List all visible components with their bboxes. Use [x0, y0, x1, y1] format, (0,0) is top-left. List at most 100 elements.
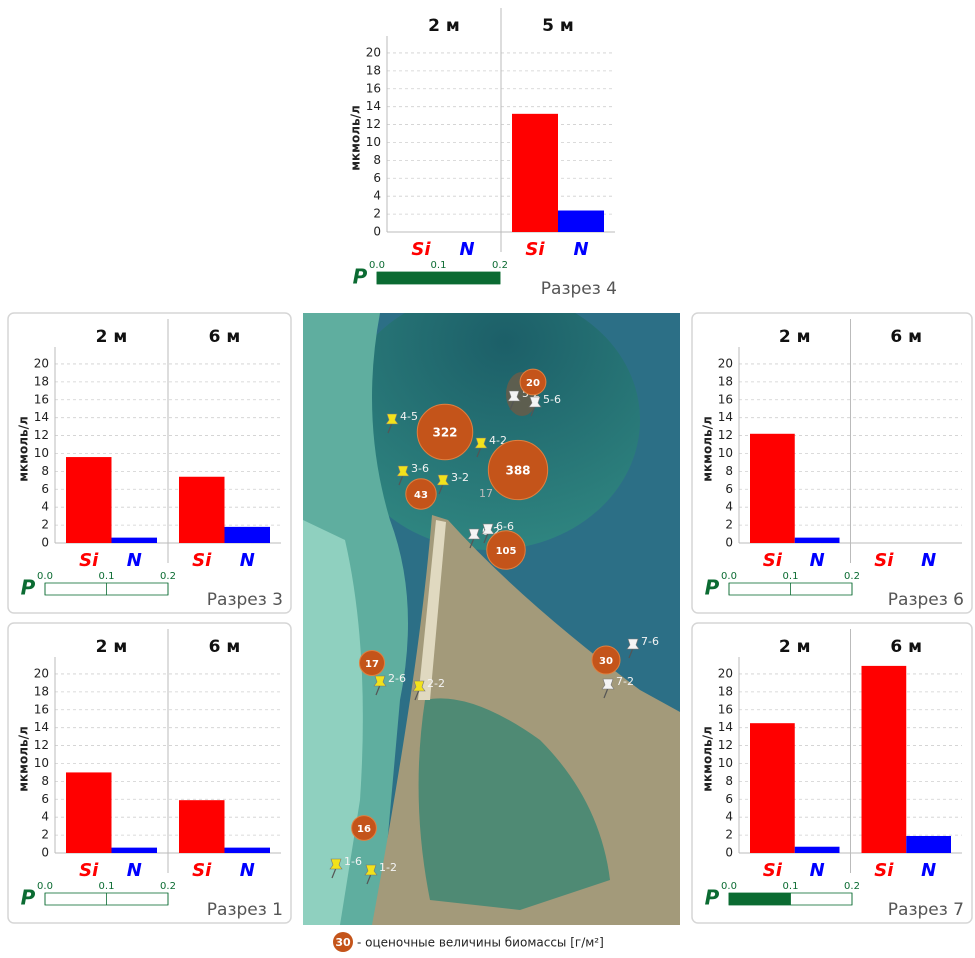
series-label: Si — [411, 239, 431, 260]
group-label: 2 м — [96, 637, 128, 657]
bar — [795, 538, 840, 543]
biomass-label: 105 — [496, 546, 517, 557]
p-bar — [729, 893, 791, 905]
y-tick-label: 14 — [34, 410, 49, 424]
y-tick-label: 20 — [34, 666, 49, 680]
y-tick-label: 8 — [725, 464, 733, 478]
bar — [750, 723, 795, 853]
legend-value: 30 — [335, 936, 351, 949]
station-label: 7-6 — [641, 635, 659, 648]
p-bar — [377, 272, 500, 284]
series-label: N — [921, 550, 936, 571]
series-label: Si — [192, 550, 212, 571]
station-label: 7-2 — [616, 675, 634, 688]
series-label: Si — [874, 550, 894, 571]
y-tick-label: 10 — [34, 756, 49, 770]
station-label: 2-2 — [427, 677, 445, 690]
y-tick-label: 8 — [41, 464, 49, 478]
note-label: 17 — [479, 487, 493, 500]
series-label: N — [459, 239, 474, 260]
series-label: N — [127, 550, 142, 571]
y-axis-label: мкмоль/л — [349, 105, 363, 171]
y-tick-label: 14 — [718, 720, 733, 734]
series-label: Si — [79, 550, 99, 571]
y-tick-label: 12 — [34, 428, 49, 442]
bar — [862, 666, 907, 853]
y-tick-label: 18 — [34, 684, 49, 698]
y-tick-label: 4 — [41, 500, 49, 514]
y-tick-label: 2 — [725, 518, 733, 532]
bar — [66, 457, 112, 543]
series-label: Si — [874, 860, 894, 881]
p-label: P — [353, 265, 368, 289]
y-tick-label: 6 — [41, 482, 49, 496]
y-tick-label: 4 — [725, 500, 733, 514]
y-tick-label: 16 — [718, 702, 733, 716]
y-tick-label: 10 — [34, 446, 49, 460]
series-label: N — [240, 550, 255, 571]
p-tick-label: 0.0 — [721, 881, 737, 892]
chart-panel: мкмоль/л024681012141618202 мSiN6 мSiNP0.… — [692, 623, 972, 923]
y-axis-label: мкмоль/л — [701, 416, 715, 482]
p-tick-label: 0.0 — [369, 260, 385, 271]
biomass-label: 30 — [599, 656, 613, 667]
biomass-label: 17 — [365, 659, 379, 670]
series-label: Si — [192, 860, 212, 881]
p-label: P — [705, 576, 720, 600]
series-label: Si — [525, 239, 545, 260]
bar — [225, 848, 271, 853]
y-tick-label: 6 — [725, 792, 733, 806]
group-label: 6 м — [209, 327, 241, 347]
p-tick-label: 0.0 — [721, 571, 737, 582]
p-tick-label: 0.1 — [99, 881, 115, 892]
bar — [112, 538, 158, 543]
p-label: P — [21, 886, 36, 910]
y-tick-label: 0 — [373, 225, 381, 239]
legend-text: - оценочные величины биомассы [г/м²] — [357, 936, 604, 950]
y-tick-label: 12 — [718, 428, 733, 442]
y-tick-label: 16 — [34, 392, 49, 406]
group-label: 2 м — [428, 16, 460, 36]
y-tick-label: 14 — [34, 720, 49, 734]
group-label: 6 м — [890, 637, 922, 657]
p-tick-label: 0.1 — [783, 881, 799, 892]
y-tick-label: 12 — [34, 738, 49, 752]
p-tick-label: 0.2 — [160, 881, 176, 892]
p-tick-label: 0.2 — [160, 571, 176, 582]
p-tick-label: 0.0 — [37, 881, 53, 892]
p-tick-label: 0.1 — [99, 571, 115, 582]
chart-panel: мкмоль/л024681012141618202 мSiN6 мSiNP0.… — [692, 313, 972, 613]
biomass-label: 322 — [432, 426, 457, 440]
bar — [906, 836, 951, 853]
y-tick-label: 6 — [373, 171, 381, 185]
bar — [558, 211, 604, 232]
group-label: 2 м — [779, 327, 811, 347]
y-tick-label: 16 — [366, 81, 381, 95]
y-tick-label: 4 — [725, 810, 733, 824]
y-tick-label: 10 — [718, 756, 733, 770]
y-tick-label: 14 — [366, 99, 381, 113]
y-tick-label: 16 — [34, 702, 49, 716]
station-label: 3-2 — [451, 471, 469, 484]
y-tick-label: 18 — [366, 63, 381, 77]
series-label: N — [240, 860, 255, 881]
bar — [179, 477, 225, 543]
y-tick-label: 2 — [41, 518, 49, 532]
group-label: 2 м — [779, 637, 811, 657]
y-tick-label: 12 — [718, 738, 733, 752]
y-tick-label: 14 — [718, 410, 733, 424]
group-label: 6 м — [209, 637, 241, 657]
y-tick-label: 18 — [34, 374, 49, 388]
bar — [225, 527, 271, 543]
y-tick-label: 18 — [718, 374, 733, 388]
section-title: Разрез 4 — [541, 279, 617, 299]
station-label: 1-2 — [379, 861, 397, 874]
y-tick-label: 10 — [366, 135, 381, 149]
y-tick-label: 20 — [366, 45, 381, 59]
bar — [512, 114, 558, 232]
biomass-label: 43 — [414, 490, 428, 501]
bar — [795, 847, 840, 853]
bar — [112, 848, 158, 853]
y-tick-label: 0 — [41, 536, 49, 550]
y-tick-label: 12 — [366, 117, 381, 131]
